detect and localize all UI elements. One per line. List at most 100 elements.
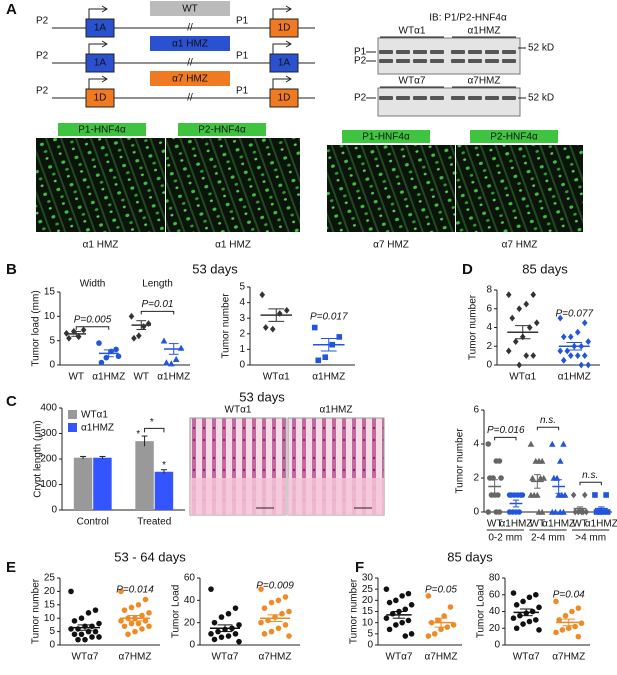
x-tick-label: α1HMZ xyxy=(542,519,575,530)
data-point xyxy=(510,615,517,621)
data-point xyxy=(575,633,582,640)
data-point xyxy=(113,346,119,353)
data-point xyxy=(232,605,239,611)
panel-title: 85 days xyxy=(522,261,568,276)
y-tick-label: 15 xyxy=(44,287,56,298)
data-point xyxy=(276,310,283,317)
stain-box xyxy=(342,130,430,143)
promoter-label: P1 xyxy=(236,86,249,97)
band xyxy=(502,59,516,63)
data-point xyxy=(585,338,592,345)
data-point xyxy=(506,509,513,515)
data-point xyxy=(218,634,225,640)
promoter-arrow xyxy=(272,75,292,89)
band xyxy=(413,96,427,100)
data-point xyxy=(532,457,540,464)
data-point xyxy=(512,338,519,345)
data-point xyxy=(526,594,533,601)
y-tick-label: 2 xyxy=(473,473,479,484)
band xyxy=(502,50,516,54)
panel-label: E xyxy=(6,559,16,576)
data-point xyxy=(80,326,87,334)
legend-swatch xyxy=(68,423,77,432)
data-point xyxy=(537,474,544,481)
promoter-label: P2 xyxy=(36,86,49,97)
y-tick-label: 30 xyxy=(362,573,374,584)
data-point xyxy=(132,628,138,635)
annotation: P=0.04 xyxy=(553,589,585,600)
y-tick-label: 20 xyxy=(489,623,501,634)
data-point xyxy=(225,610,232,617)
data-point xyxy=(556,617,562,623)
bracket xyxy=(75,326,110,330)
exon xyxy=(269,18,299,38)
data-point xyxy=(560,440,567,447)
data-point xyxy=(262,324,269,331)
annotation: P=0.05 xyxy=(425,585,457,596)
x-tick-label: WT xyxy=(530,519,546,530)
y-axis-label: Tumor number xyxy=(349,578,360,644)
y-tick-label: 200 xyxy=(40,454,57,465)
x-tick-label: WTα7 xyxy=(386,652,413,663)
data-point xyxy=(553,598,559,605)
y-axis-label: Tumor load (mm) xyxy=(31,290,42,366)
data-point xyxy=(583,508,590,516)
stain-box xyxy=(58,123,146,136)
data-point xyxy=(135,620,142,627)
promoter-arrow xyxy=(272,5,292,19)
y-tick-label: 80 xyxy=(489,573,501,584)
data-point xyxy=(533,591,539,598)
bracket xyxy=(140,310,175,315)
x-tick-label: WTα1 xyxy=(509,372,536,383)
annotation: P=0.077 xyxy=(555,309,593,320)
y-axis-label: Tumor number xyxy=(31,578,42,644)
data-point xyxy=(402,606,409,613)
x-tick-label: α1HMZ xyxy=(499,519,532,530)
x-tick-label: WTα1 xyxy=(263,372,290,383)
data-point xyxy=(386,599,393,606)
exon xyxy=(269,88,299,108)
promoter-arrow xyxy=(272,40,292,54)
tissue xyxy=(190,478,286,515)
band xyxy=(413,50,427,54)
data-point xyxy=(536,604,542,611)
y-tick-label: 25 xyxy=(44,573,56,584)
panel-label: A xyxy=(6,1,17,18)
blot xyxy=(377,87,521,117)
band xyxy=(485,59,499,63)
insert xyxy=(150,71,230,86)
data-point xyxy=(315,357,322,364)
bar xyxy=(73,457,93,510)
annotation: P=0.017 xyxy=(310,311,348,322)
data-point xyxy=(535,508,543,515)
y-axis-label: Crypt length (μm) xyxy=(33,420,44,497)
x-tick-label: WTα7 xyxy=(212,652,239,663)
data-point xyxy=(118,588,124,595)
band xyxy=(396,96,410,100)
data-point xyxy=(261,605,268,611)
y-tick-label: 4 xyxy=(473,439,479,450)
data-point xyxy=(128,620,135,627)
band xyxy=(430,59,444,63)
data-point xyxy=(236,622,242,628)
band xyxy=(468,50,482,54)
data-point xyxy=(513,625,520,632)
y-tick-label: 5 xyxy=(49,626,55,637)
promoter-label: P1 xyxy=(236,16,249,27)
band xyxy=(451,96,465,100)
y-tick-label: 5 xyxy=(367,628,373,639)
exon-label: 1A xyxy=(94,23,107,34)
promoter-arrow xyxy=(88,40,108,54)
exon-label: 1D xyxy=(278,23,291,34)
data-point xyxy=(533,319,540,327)
data-point xyxy=(85,610,92,616)
data-point xyxy=(487,475,493,481)
data-point xyxy=(71,631,78,638)
annotation: P=0.005 xyxy=(74,314,112,325)
data-point xyxy=(560,356,567,364)
legend-label: WTα1 xyxy=(81,410,108,421)
data-point xyxy=(71,618,78,624)
data-point xyxy=(425,633,432,639)
promoter-arrow xyxy=(88,75,108,89)
data-point xyxy=(510,590,517,596)
